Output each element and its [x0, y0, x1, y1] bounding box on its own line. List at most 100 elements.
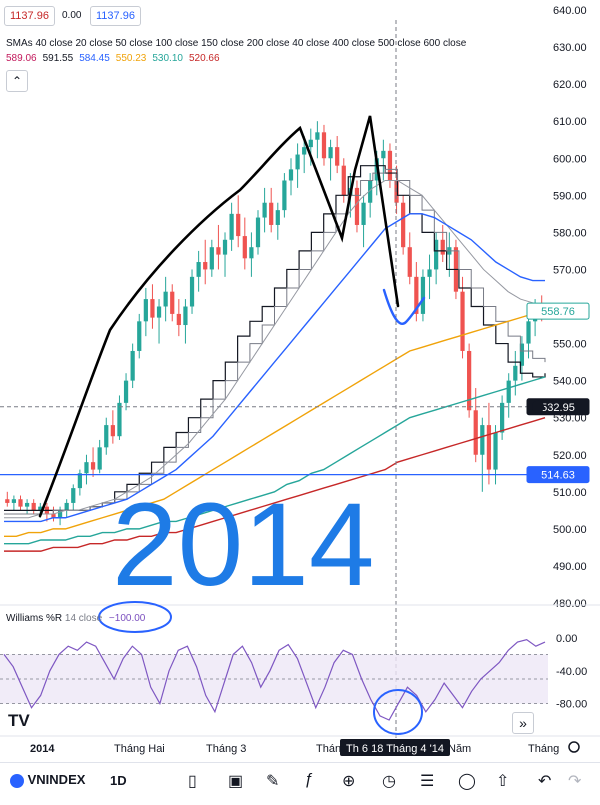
sma-line-6 — [4, 417, 546, 552]
crosshair-time-label: Th 6 18 Tháng 4 '14 — [346, 743, 444, 755]
alarm-icon[interactable]: ◷ — [382, 773, 396, 790]
bottom-toolbar: VNINDEX 1D ▯ ▣ ✎ ƒ ⊕ ◷ ☰ ◯ ⇧ ↶ ↷ — [0, 762, 600, 801]
double-chevron-right-icon: » — [519, 715, 527, 731]
candle-body — [500, 402, 505, 433]
plus-icon[interactable]: ⊕ — [342, 773, 356, 790]
price-tag-box-0 — [526, 302, 590, 320]
candle-body — [440, 239, 445, 255]
crosshair-time-box — [340, 739, 450, 756]
candle-body — [513, 365, 518, 381]
interval-button[interactable]: 1D — [110, 773, 127, 788]
fx-icon[interactable]: ƒ — [304, 771, 313, 788]
candle-body — [381, 150, 386, 159]
drawn-circle-value — [98, 601, 172, 633]
candle-body — [328, 147, 333, 159]
candle-body — [255, 217, 261, 248]
pen-icon[interactable]: ✎ — [266, 773, 280, 790]
candle-body — [236, 213, 241, 237]
symbol-name: VNINDEX — [27, 772, 86, 787]
price-tag-box-2 — [526, 466, 590, 484]
candle-body — [51, 514, 56, 518]
candle-body — [163, 291, 168, 307]
candle-body — [420, 276, 426, 314]
candle-body — [18, 499, 23, 507]
collapse-legend-button[interactable]: ⌃ — [6, 70, 28, 92]
candle-body — [341, 165, 346, 196]
price-close-box[interactable]: 1137.96 — [90, 6, 141, 26]
candle-body — [110, 425, 115, 437]
candle-body — [262, 202, 267, 218]
candle-body — [143, 299, 148, 322]
sma-legend-values: 589.06 591.55 584.45 550.23 530.10 520.66 — [6, 53, 226, 64]
price-tick-13: 510.00 — [553, 487, 587, 499]
candle-icon[interactable]: ▯ — [188, 773, 197, 790]
price-tick-15: 490.00 — [553, 561, 587, 573]
candle-body — [506, 380, 511, 403]
candle-body — [321, 132, 327, 159]
candle-body — [315, 132, 320, 140]
sma-value-1: 591.55 — [42, 53, 74, 64]
williams-title[interactable]: Williams %R 14 close −100.00 — [6, 613, 145, 624]
price-tick-11: 530.00 — [553, 413, 587, 425]
price-tick-6: 580.00 — [553, 227, 587, 239]
price-tick-2: 620.00 — [553, 79, 587, 91]
candle-body — [493, 432, 498, 470]
williams-line — [3, 638, 546, 721]
candle-body — [460, 291, 465, 351]
price-tick-0: 640.00 — [553, 5, 587, 17]
price-tick-10: 540.00 — [553, 376, 587, 388]
lightbulb-icon[interactable]: ◯ — [458, 773, 476, 790]
candle-body — [189, 276, 195, 307]
candle-body — [104, 425, 109, 448]
sma-value-3: 550.23 — [115, 53, 147, 64]
price-tick-5: 590.00 — [553, 190, 587, 202]
candle-body — [249, 247, 254, 259]
price-tick-16: 480.00 — [553, 598, 587, 610]
price-tick-7: 570.00 — [553, 264, 587, 276]
price-tag-2: 514.63 — [541, 470, 575, 482]
share-icon[interactable]: ⇧ — [496, 773, 510, 790]
rows-icon[interactable]: ☰ — [420, 773, 435, 790]
candle-body — [97, 447, 102, 470]
sma-value-2: 584.45 — [79, 53, 110, 64]
time-label-5: Tháng — [528, 743, 559, 755]
price-tick-1: 630.00 — [553, 42, 587, 54]
candle-body — [203, 262, 208, 270]
sma-value-5: 520.66 — [188, 53, 220, 64]
calendar-plus-icon[interactable]: ▣ — [228, 773, 244, 790]
candle-body — [401, 202, 406, 248]
tradingview-logo: TV — [8, 711, 30, 730]
scroll-right-button[interactable]: » — [512, 712, 534, 734]
candle-body — [150, 299, 155, 318]
undo-icon[interactable]: ↶ — [538, 773, 552, 790]
candle-body — [480, 425, 485, 455]
candle-body — [282, 180, 287, 211]
redo-icon[interactable]: ↷ — [568, 773, 582, 790]
candle-body — [71, 488, 76, 503]
williams-name: Williams %R — [6, 613, 63, 624]
candle-body — [414, 276, 419, 314]
candle-body — [31, 502, 36, 511]
candle-body — [84, 462, 89, 474]
candle-body — [526, 321, 531, 344]
williams-params: 14 close — [64, 613, 103, 624]
candle-body — [486, 425, 492, 470]
candle-body — [519, 343, 525, 366]
candle-body — [295, 154, 300, 170]
candle-body — [288, 169, 294, 181]
williams-tick-1: -40.00 — [556, 666, 587, 678]
candle-body — [11, 499, 17, 503]
candle-body — [196, 262, 201, 277]
candle-body — [137, 321, 142, 351]
price-open-box[interactable]: 1137.96 — [4, 6, 55, 26]
candle-body — [368, 180, 373, 203]
candle-body — [57, 510, 63, 518]
symbol-search[interactable]: VNINDEX — [10, 772, 85, 788]
sma-legend-title[interactable]: SMAs 40 close 20 close 50 close 100 clos… — [6, 38, 467, 49]
candle-body — [216, 247, 221, 255]
candle-body — [394, 180, 399, 203]
sma-line-5 — [4, 376, 546, 545]
time-label-1: Tháng Hai — [114, 743, 165, 755]
price-tick-3: 610.00 — [553, 116, 587, 128]
